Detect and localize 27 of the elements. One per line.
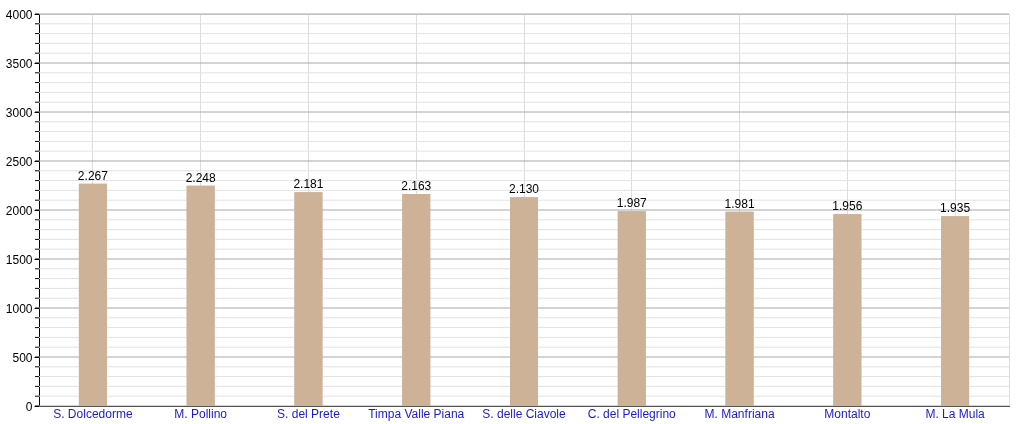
y-tick-label: 2000 [5,203,33,218]
data-label: 1.935 [940,201,971,216]
x-tick-label: S. Dolcedorme [53,406,133,421]
y-tick-label: 1500 [5,252,33,267]
y-tick-label: 0 [25,399,33,414]
data-label: 2.248 [185,170,217,185]
y-tick-label: 3500 [5,56,33,71]
y-tick-label: 500 [12,350,33,365]
data-label: 1.956 [832,199,863,214]
x-tick-label: Timpa Valle Piana [368,406,465,421]
x-tick-label: C. del Pellegrino [587,406,677,421]
x-tick-label: S. del Prete [277,406,341,421]
data-label: 2.267 [77,168,109,183]
x-tick-label: Montalto [824,406,871,421]
y-tick-label: 1000 [5,301,33,316]
x-tick-label: M. La Mula [925,406,986,421]
x-tick-label: S. delle Ciavole [482,406,567,421]
data-label: 2.163 [401,179,432,194]
y-tick-label: 2500 [5,154,33,169]
x-tick-label: M. Manfriana [704,406,775,421]
data-label: 2.130 [508,182,540,197]
data-label: 1.981 [724,196,755,211]
x-tick-label: M. Pollino [174,406,228,421]
y-tick-label: 4000 [5,7,33,22]
data-label: 1.987 [616,196,648,211]
y-tick-label: 3000 [5,105,33,120]
data-label: 2.181 [293,177,324,192]
